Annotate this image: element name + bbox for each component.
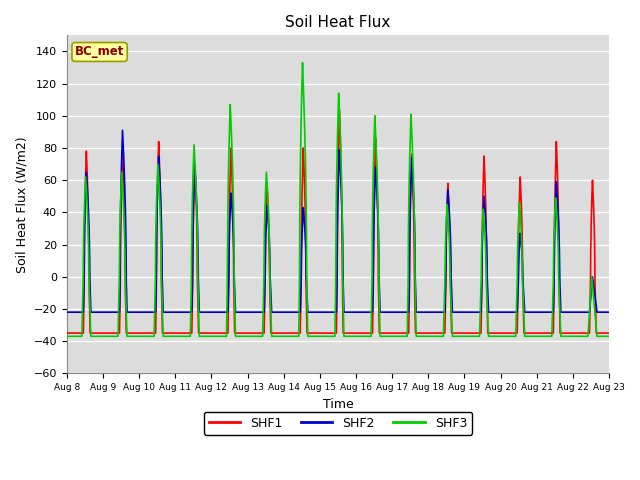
Line: SHF3: SHF3 <box>67 63 609 336</box>
SHF1 <box>335 107 343 112</box>
SHF2 <box>214 309 222 315</box>
Y-axis label: Soil Heat Flux (W/m2): Soil Heat Flux (W/m2) <box>15 136 28 273</box>
Legend: SHF1, SHF2, SHF3: SHF1, SHF2, SHF3 <box>204 412 472 435</box>
Title: Soil Heat Flux: Soil Heat Flux <box>285 15 390 30</box>
SHF3 <box>605 334 612 339</box>
SHF1 <box>572 330 580 336</box>
SHF2 <box>365 309 373 315</box>
X-axis label: Time: Time <box>323 397 353 410</box>
SHF1 <box>605 330 612 336</box>
SHF1 <box>354 330 362 336</box>
SHF1 <box>495 330 503 336</box>
SHF1 <box>557 330 565 336</box>
SHF2 <box>63 309 70 315</box>
SHF2 <box>605 309 612 315</box>
Line: SHF1: SHF1 <box>67 109 609 333</box>
SHF3 <box>63 334 70 339</box>
SHF1 <box>63 330 70 336</box>
Text: BC_met: BC_met <box>75 46 124 59</box>
SHF3 <box>299 60 307 66</box>
SHF3 <box>495 334 503 339</box>
SHF2 <box>118 127 126 133</box>
SHF2 <box>495 309 503 315</box>
SHF3 <box>557 334 565 339</box>
SHF3 <box>354 334 362 339</box>
SHF2 <box>557 309 565 315</box>
SHF1 <box>214 330 221 336</box>
SHF2 <box>354 309 362 315</box>
SHF1 <box>365 330 373 336</box>
SHF2 <box>572 309 580 315</box>
SHF3 <box>214 334 221 339</box>
Line: SHF2: SHF2 <box>67 130 609 312</box>
SHF3 <box>572 334 580 339</box>
SHF3 <box>365 334 373 339</box>
